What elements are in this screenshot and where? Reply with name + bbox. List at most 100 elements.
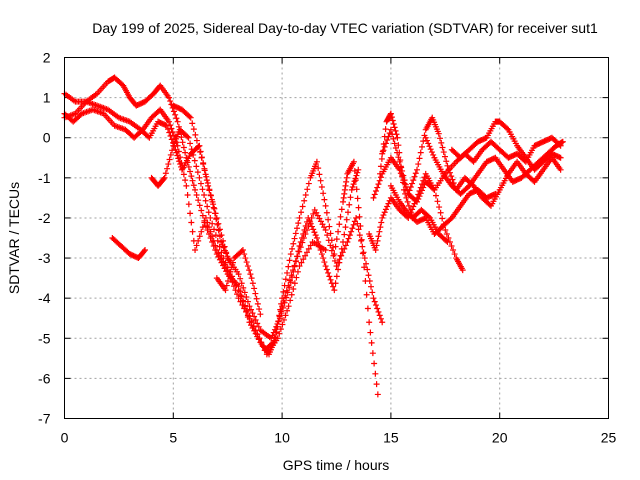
data-point <box>354 195 361 202</box>
data-point <box>320 255 327 262</box>
data-point <box>190 151 197 158</box>
data-point <box>212 232 219 239</box>
data-point <box>450 247 457 254</box>
data-point <box>335 266 342 273</box>
data-point <box>298 259 305 266</box>
data-point <box>320 190 327 197</box>
data-point <box>436 204 443 211</box>
series-track-5 <box>109 235 149 262</box>
data-point <box>384 203 391 210</box>
data-point <box>184 192 191 199</box>
data-point <box>294 225 301 232</box>
data-point <box>242 255 249 262</box>
data-point <box>343 174 350 181</box>
data-point <box>288 291 295 298</box>
data-point <box>249 280 256 287</box>
x-tick-label: 25 <box>601 430 617 446</box>
data-point <box>198 228 205 235</box>
data-point <box>434 198 441 205</box>
data-point <box>268 335 275 342</box>
data-point <box>322 226 329 233</box>
data-point <box>449 176 456 183</box>
data-point <box>299 203 306 210</box>
data-marks <box>61 74 566 398</box>
data-point <box>199 212 206 219</box>
data-point <box>203 177 210 184</box>
data-point <box>371 191 378 198</box>
data-point <box>439 215 446 222</box>
data-point <box>228 264 235 271</box>
data-point <box>192 131 199 138</box>
data-point <box>306 217 313 224</box>
data-point <box>182 177 189 184</box>
data-point <box>204 179 211 186</box>
data-point <box>239 247 246 254</box>
y-tick-label: 2 <box>43 50 51 66</box>
data-point <box>250 323 257 330</box>
data-point <box>349 184 356 191</box>
data-point <box>415 161 422 168</box>
data-point <box>370 194 377 201</box>
data-point <box>361 255 368 262</box>
data-point <box>274 335 281 342</box>
data-point <box>373 381 380 388</box>
data-point <box>184 133 191 140</box>
data-point <box>224 253 231 260</box>
data-point <box>297 239 304 246</box>
data-point <box>430 151 437 158</box>
data-point <box>325 216 332 223</box>
data-point <box>409 180 416 187</box>
data-point <box>396 158 403 165</box>
data-point <box>427 146 434 153</box>
data-point <box>317 177 324 184</box>
data-point <box>290 240 297 247</box>
data-point <box>189 228 196 235</box>
data-point <box>336 259 343 266</box>
data-point <box>351 178 358 185</box>
data-point <box>418 143 425 150</box>
data-point <box>557 154 564 161</box>
data-point <box>357 222 364 229</box>
data-point <box>379 319 386 326</box>
data-point <box>355 204 362 211</box>
data-point <box>240 284 247 291</box>
data-point <box>374 391 381 398</box>
data-point <box>201 167 208 174</box>
data-point <box>174 118 181 125</box>
data-point <box>349 225 356 232</box>
data-point <box>223 282 230 289</box>
data-point <box>201 192 208 199</box>
data-point <box>337 252 344 259</box>
data-point <box>190 126 197 133</box>
data-point <box>300 256 307 263</box>
data-point <box>425 140 432 147</box>
data-point <box>428 149 435 156</box>
data-point <box>369 289 376 296</box>
y-tick-label: -4 <box>38 290 51 306</box>
data-point <box>375 308 382 315</box>
data-point <box>333 263 340 270</box>
data-point <box>298 209 305 216</box>
data-point <box>381 209 388 216</box>
data-point <box>318 184 325 191</box>
data-point <box>188 146 195 153</box>
data-point <box>336 221 343 228</box>
data-point <box>187 168 194 175</box>
data-point <box>214 237 221 244</box>
data-point <box>276 330 283 337</box>
data-point <box>285 303 292 310</box>
data-point <box>279 321 286 328</box>
data-point <box>254 320 261 327</box>
data-point <box>397 163 404 170</box>
data-point <box>160 175 167 182</box>
data-point <box>369 350 376 357</box>
data-point <box>371 360 378 367</box>
data-point <box>252 327 259 334</box>
data-point <box>169 147 176 154</box>
data-point <box>323 209 330 216</box>
data-point <box>204 219 211 226</box>
data-point <box>438 139 445 146</box>
data-point <box>439 144 446 151</box>
data-point <box>345 209 352 216</box>
